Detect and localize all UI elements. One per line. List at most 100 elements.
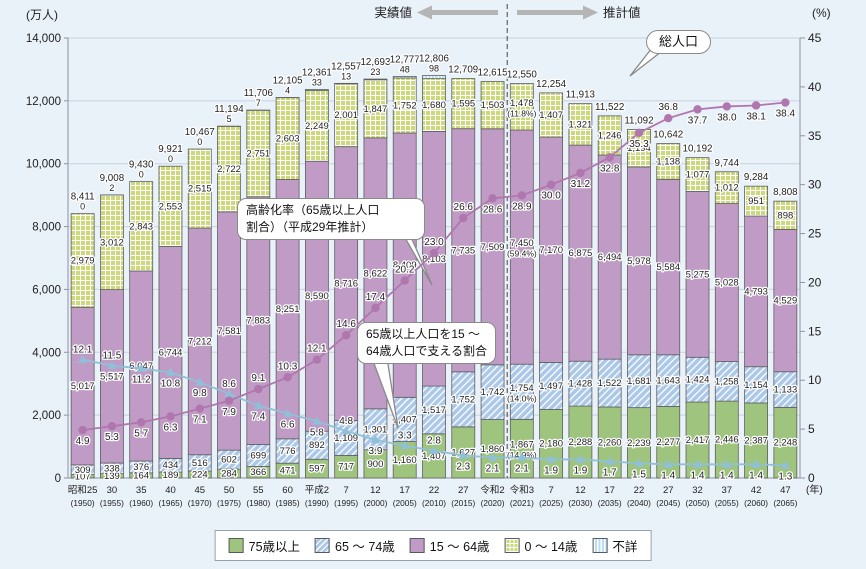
segment-value-label: 7,212 [188, 336, 212, 347]
aging-rate-value-label: 7.9 [222, 407, 236, 418]
total-value-label: 12,806 [419, 54, 450, 65]
total-value-label: 12,254 [536, 79, 567, 90]
right-axis-unit: (%) [812, 6, 831, 20]
support-ratio-line [78, 354, 790, 469]
x-year-label: (1960) [129, 498, 153, 508]
x-era-label: 7 [548, 485, 553, 496]
x-year-label: (1980) [246, 498, 270, 508]
segment-value-label: 2,387 [744, 435, 768, 446]
segment-value-label: 2,180 [539, 439, 563, 450]
x-era-label: 22 [634, 485, 645, 496]
x-era-label: 17 [399, 485, 410, 496]
line-point-labels: 4.9 5.3 5.7 6.3 7.1 7.9 9.1 10.3 12.1 14.6 17.4 20.… [72, 101, 797, 484]
aging-rate-line-marker-icon [312, 355, 322, 364]
segment-value-label: 1,407 [539, 110, 563, 121]
segment-value-label: 5,517 [100, 371, 124, 382]
segment-value-label: 2,446 [715, 435, 739, 446]
segment-value-label: 699 [250, 451, 266, 462]
bar-segment-age0_14 [480, 81, 505, 130]
aging-rate-line-marker-icon [634, 128, 644, 138]
chart-legend: 75歳以上 65 ～ 74歳 15 ～ 64歳 0 ～ 14歳 不詳 [214, 530, 652, 561]
x-era-label: 昭和25 [68, 485, 98, 496]
x-year-label: (2060) [744, 498, 768, 508]
segment-value-label: 309 [75, 465, 91, 476]
segment-value-label: 376 [133, 462, 149, 473]
x-era-label: 42 [751, 485, 762, 496]
x-era-label: 35 [136, 485, 147, 496]
bar-segment-unknown [392, 76, 417, 79]
support-ratio-value-label: 10.8 [161, 378, 181, 389]
x-era-label: 37 [722, 485, 733, 496]
support-ratio-value-label: 3.9 [368, 446, 382, 457]
aging-rate-line-marker-icon [400, 276, 409, 285]
x-year-label: (2065) [773, 498, 797, 508]
left-axis-unit: (万人) [26, 8, 58, 22]
segment-value-label: 2,417 [686, 435, 710, 446]
segment-value-label: 8,409 [393, 260, 417, 271]
bar-segment-age0_14 [187, 148, 212, 229]
total-value-label: 9,430 [129, 160, 154, 171]
x-year-label: (1995) [334, 498, 358, 508]
legend-item-65-74: 65 ～ 74歳 [315, 536, 395, 555]
svg-text:10: 10 [808, 373, 822, 387]
segment-value-label: 5,584 [656, 262, 680, 273]
actual-arrow-icon [417, 5, 432, 20]
svg-text:5: 5 [808, 422, 815, 436]
bar-segment-age0_14 [744, 185, 768, 217]
x-era-label: 30 [107, 485, 118, 496]
total-value-label: 9,008 [100, 173, 125, 184]
svg-text:8,000: 8,000 [32, 222, 61, 234]
period-arrows: 実績値 推計値 [374, 5, 640, 20]
segment-value-label: 1,752 [393, 101, 417, 112]
segment-value-label: 602 [221, 455, 237, 466]
support-ratio-value-label: 1.4 [720, 470, 734, 481]
support-ratio-value-label: 4.8 [339, 416, 353, 427]
aging-rate-value-label: 28.6 [483, 204, 503, 215]
actual-label: 実績値 [374, 5, 412, 20]
segment-value-label: 2,001 [334, 110, 358, 121]
x-year-label: (2050) [686, 498, 710, 508]
support-ratio-value-label: 1.7 [603, 467, 617, 478]
segment-value-label: 2,239 [627, 438, 651, 449]
x-era-label: 60 [282, 485, 293, 496]
segment-value-label: 1,133 [773, 385, 797, 396]
segment-value-label: 1,321 [569, 119, 593, 130]
aging-rate-line-marker-icon [341, 331, 351, 340]
aging-rate-value-label: 38.1 [746, 111, 766, 122]
segment-value-label: 8,716 [334, 279, 358, 290]
segment-value-label: 434 [163, 460, 179, 471]
bar-segment-age0_14 [539, 92, 564, 138]
aging-rate-callout: 高齢化率（65歳以上人口 割合）（平成29年推計） [237, 198, 425, 240]
support-ratio-line-marker-icon [370, 435, 381, 444]
legend-swatch-0-14-icon [504, 538, 520, 553]
total-value-label: 9,921 [158, 144, 183, 155]
total-value-label: 12,615 [478, 68, 509, 79]
aging-rate-line-marker-icon [459, 213, 468, 223]
total-value-label: 11,194 [214, 104, 244, 115]
segment-value-label: 2,288 [569, 437, 593, 448]
segment-value-label: 7,883 [246, 316, 270, 327]
aging-rate-line-marker-icon [195, 404, 204, 413]
support-ratio-value-label: 1.9 [544, 465, 558, 476]
segment-pct-label: (59.4%) [507, 249, 537, 259]
aging-rate-line-marker-icon [751, 101, 761, 110]
unknown-value-label: 4 [285, 86, 290, 96]
legend-item-75plus: 75歳以上 [228, 536, 300, 555]
unknown-value-label: 7 [256, 98, 261, 108]
aging-rate-line-marker-icon [107, 421, 117, 431]
x-year-label: (2000) [363, 498, 387, 508]
total-value-label: 12,777 [390, 54, 420, 65]
bar-value-labels: 1073095,0172,97908,4111393385,5173,01229… [69, 52, 799, 483]
segment-value-label: 1,497 [539, 381, 563, 392]
legend-item-15-64: 15 ～ 64歳 [409, 536, 490, 555]
aging-rate-value-label: 9.1 [251, 373, 265, 384]
legend-label: 0 ～ 14歳 [524, 540, 578, 554]
aging-rate-value-label: 28.9 [512, 201, 532, 212]
bar-segment-age0_14 [568, 103, 593, 146]
segment-value-label: 516 [192, 458, 208, 469]
support-ratio-value-label: 6.6 [281, 419, 295, 430]
x-year-label: (1970) [188, 498, 212, 508]
aging-rate-value-label: 7.1 [193, 415, 207, 426]
segment-value-label: 6,494 [598, 252, 622, 263]
x-era-label: 令和3 [510, 484, 534, 496]
